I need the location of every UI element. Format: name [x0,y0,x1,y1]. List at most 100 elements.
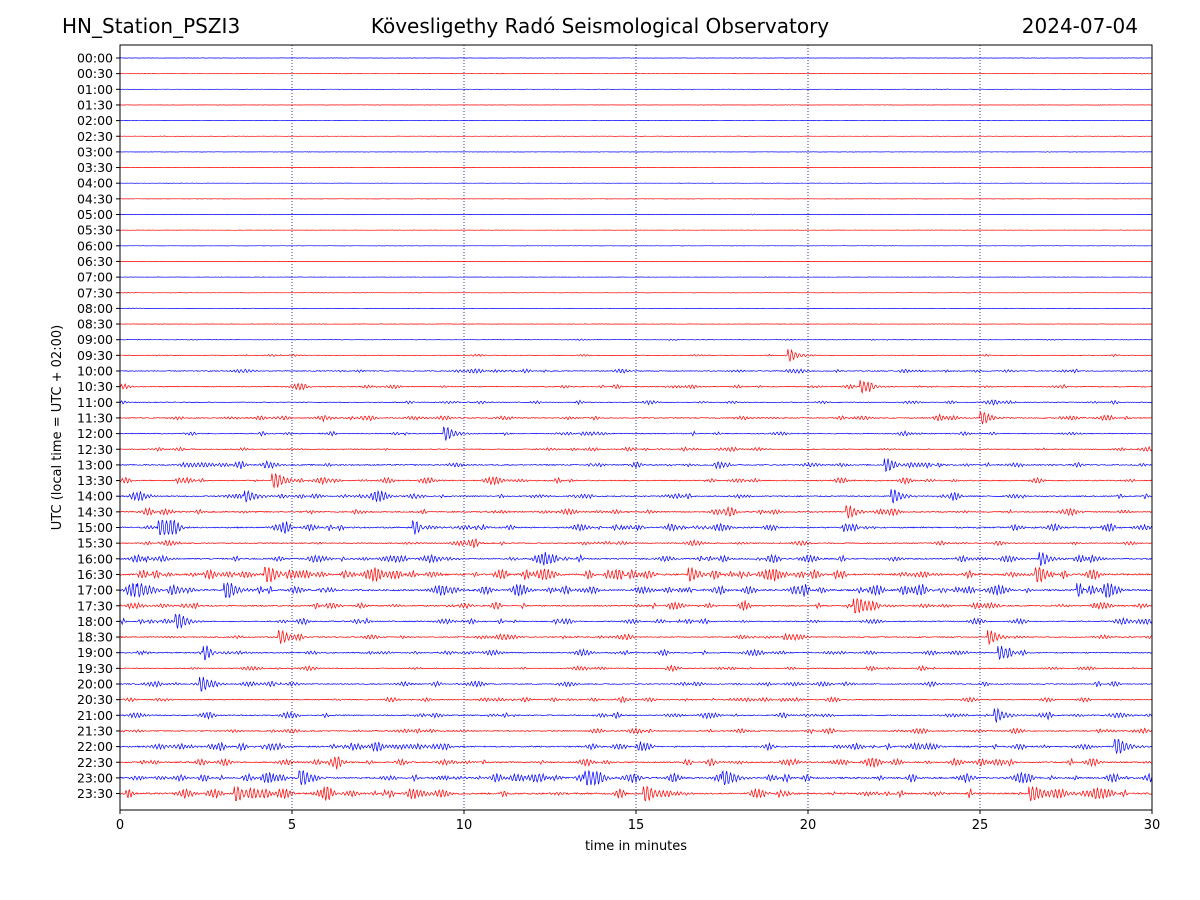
y-tick-label-1230: 12:30 [77,442,113,457]
y-tick-label-1300: 13:00 [77,457,113,472]
chart-title: Kövesligethy Radó Seismological Observat… [370,14,830,38]
y-tick-label-0730: 07:30 [77,285,113,300]
trace-0230 [119,135,1153,138]
y-tick-label-1830: 18:30 [77,630,113,645]
trace-1700 [119,582,1153,598]
trace-0500 [119,213,1153,216]
y-tick-label-0800: 08:00 [77,301,113,316]
x-tick-label-0: 0 [116,818,124,833]
y-tick-label-0000: 00:00 [77,51,113,66]
y-tick-label-0630: 06:30 [77,254,113,269]
trace-1130 [119,410,1153,425]
y-tick-label-2100: 21:00 [77,708,113,723]
y-tick-label-1700: 17:00 [77,583,113,598]
y-tick-label-2000: 20:00 [77,677,113,692]
y-tick-label-0930: 09:30 [77,348,113,363]
trace-0800 [119,307,1153,310]
trace-1230 [119,445,1153,452]
trace-2300 [119,769,1153,787]
y-tick-label-1100: 11:00 [77,395,113,410]
x-tick-label-30: 30 [1144,818,1161,833]
y-tick-label-0230: 02:30 [77,129,113,144]
y-tick-label-1430: 14:30 [77,504,113,519]
x-axis-label: time in minutes [585,839,687,854]
y-tick-label-0130: 01:30 [77,97,113,112]
y-tick-label-1900: 19:00 [77,645,113,660]
y-tick-label-2300: 23:00 [77,770,113,785]
chart-date: 2024-07-04 [1021,14,1138,38]
y-tick-label-2200: 22:00 [77,739,113,754]
y-tick-label-1530: 15:30 [77,536,113,551]
y-tick-label-0030: 00:30 [77,66,113,81]
trace-1330 [119,473,1152,489]
y-tick-label-0330: 03:30 [77,160,113,175]
trace-1200 [119,426,1153,441]
trace-1800 [119,613,1153,629]
x-tick-label-15: 15 [628,818,645,833]
trace-1100 [119,399,1153,406]
y-tick-label-2130: 21:30 [77,723,113,738]
trace-1900 [119,645,1153,661]
y-tick-label-0830: 08:30 [77,317,113,332]
trace-0130 [119,104,1153,106]
y-tick-label-0600: 06:00 [77,238,113,253]
trace-1030 [119,379,1153,394]
y-tick-label-1200: 12:00 [77,426,113,441]
y-axis-ticks: 00:0000:3001:0001:3002:0002:3003:0003:30… [77,51,120,801]
x-tick-label-5: 5 [288,818,296,833]
trace-2200 [119,739,1153,754]
trace-1500 [119,519,1153,536]
station-name: HN_Station_PSZI3 [62,14,241,38]
y-tick-label-1730: 17:30 [77,598,113,613]
y-tick-label-2330: 23:30 [77,786,113,801]
y-tick-label-0500: 05:00 [77,207,113,222]
trace-1600 [119,551,1153,566]
trace-1530 [119,538,1152,549]
y-tick-label-0700: 07:00 [77,270,113,285]
y-tick-label-2230: 22:30 [77,755,113,770]
y-tick-label-2030: 20:30 [77,692,113,707]
trace-0730 [119,291,1153,294]
x-tick-label-20: 20 [800,818,817,833]
y-tick-label-0400: 04:00 [77,176,113,191]
y-tick-label-0300: 03:00 [77,144,113,159]
y-tick-label-1030: 10:30 [77,379,113,394]
x-tick-label-25: 25 [972,818,989,833]
x-tick-label-10: 10 [456,818,473,833]
trace-2230 [119,756,1153,770]
y-tick-label-0100: 01:00 [77,82,113,97]
trace-0830 [120,323,1153,325]
y-tick-label-1130: 11:30 [77,410,113,425]
trace-0930 [119,348,1153,362]
trace-1000 [119,368,1153,374]
x-axis-ticks: 0 5 10 15 20 25 30 [116,810,1160,833]
y-axis-label: UTC (local time = UTC + 02:00) [50,325,65,530]
y-tick-label-1400: 14:00 [77,489,113,504]
trace-2030 [119,695,1153,704]
traces [119,57,1153,802]
y-tick-label-0530: 05:30 [77,223,113,238]
trace-2100 [119,707,1153,724]
y-tick-label-0200: 02:00 [77,113,113,128]
y-tick-label-1500: 15:00 [77,520,113,535]
trace-2000 [119,676,1153,692]
trace-1430 [119,504,1153,519]
trace-0100 [119,88,1153,91]
y-tick-label-1930: 19:30 [77,661,113,676]
vertical-gridlines [291,45,981,810]
trace-1300 [119,458,1153,473]
trace-2330 [119,785,1153,802]
trace-1630 [119,566,1153,583]
y-tick-label-1630: 16:30 [77,567,113,582]
y-tick-label-0430: 04:30 [77,191,113,206]
y-tick-label-1000: 10:00 [77,364,113,379]
trace-2130 [119,727,1153,735]
trace-0300 [119,151,1153,153]
trace-1400 [119,489,1153,504]
trace-0030 [119,72,1152,75]
trace-0900 [119,338,1153,341]
y-tick-label-0900: 09:00 [77,332,113,347]
y-tick-label-1800: 18:00 [77,614,113,629]
y-tick-label-1600: 16:00 [77,551,113,566]
